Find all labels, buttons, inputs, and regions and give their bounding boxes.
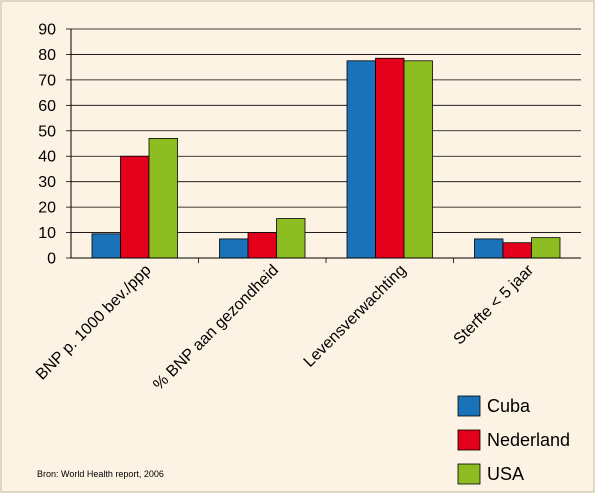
bar-nederland-levensverwachting: [375, 57, 405, 259]
bar-nederland-sterfte-5-jaar: [502, 242, 532, 259]
bar-usa-levensverwachting: [403, 60, 433, 259]
source-note: Bron: World Health report, 2006: [37, 469, 164, 479]
legend: Cuba Nederland USA: [457, 395, 570, 485]
legend-swatch-usa: [457, 463, 481, 485]
axes: [70, 29, 581, 263]
bar-nederland-bnp-p-1000-bev-ppp: [120, 155, 150, 259]
y-tick-label: 90: [38, 22, 56, 39]
bar-nederland-bnp-aan-gezondheid: [247, 232, 277, 259]
legend-label-cuba: Cuba: [487, 396, 531, 416]
legend-label-usa: USA: [487, 464, 524, 484]
legend-label-nederland: Nederland: [487, 430, 570, 450]
y-tick-label: 10: [38, 225, 56, 242]
y-tick-label: 50: [38, 123, 56, 140]
bars: [91, 57, 561, 259]
bar-usa-sterfte-5-jaar: [531, 237, 561, 259]
y-tick-label: 0: [47, 251, 56, 268]
y-tick-label: 30: [38, 174, 56, 191]
y-axis-ticks: 0 10 20 30 40 50 60 70 80 90: [38, 22, 71, 268]
bar-cuba-bnp-aan-gezondheid: [219, 238, 249, 259]
bar-cuba-sterfte-5-jaar: [474, 238, 504, 259]
bar-usa-bnp-p-1000-bev-ppp: [148, 138, 178, 259]
y-tick-label: 20: [38, 200, 56, 217]
legend-swatch-cuba: [457, 395, 481, 417]
y-tick-label: 60: [38, 98, 56, 115]
y-tick-label: 40: [38, 149, 56, 166]
y-tick-label: 70: [38, 72, 56, 89]
legend-swatch-nederland: [457, 429, 481, 451]
bar-cuba-bnp-p-1000-bev-ppp: [91, 233, 121, 259]
y-tick-label: 80: [38, 47, 56, 64]
bar-cuba-levensverwachting: [346, 60, 376, 259]
bar-usa-bnp-aan-gezondheid: [276, 218, 306, 259]
